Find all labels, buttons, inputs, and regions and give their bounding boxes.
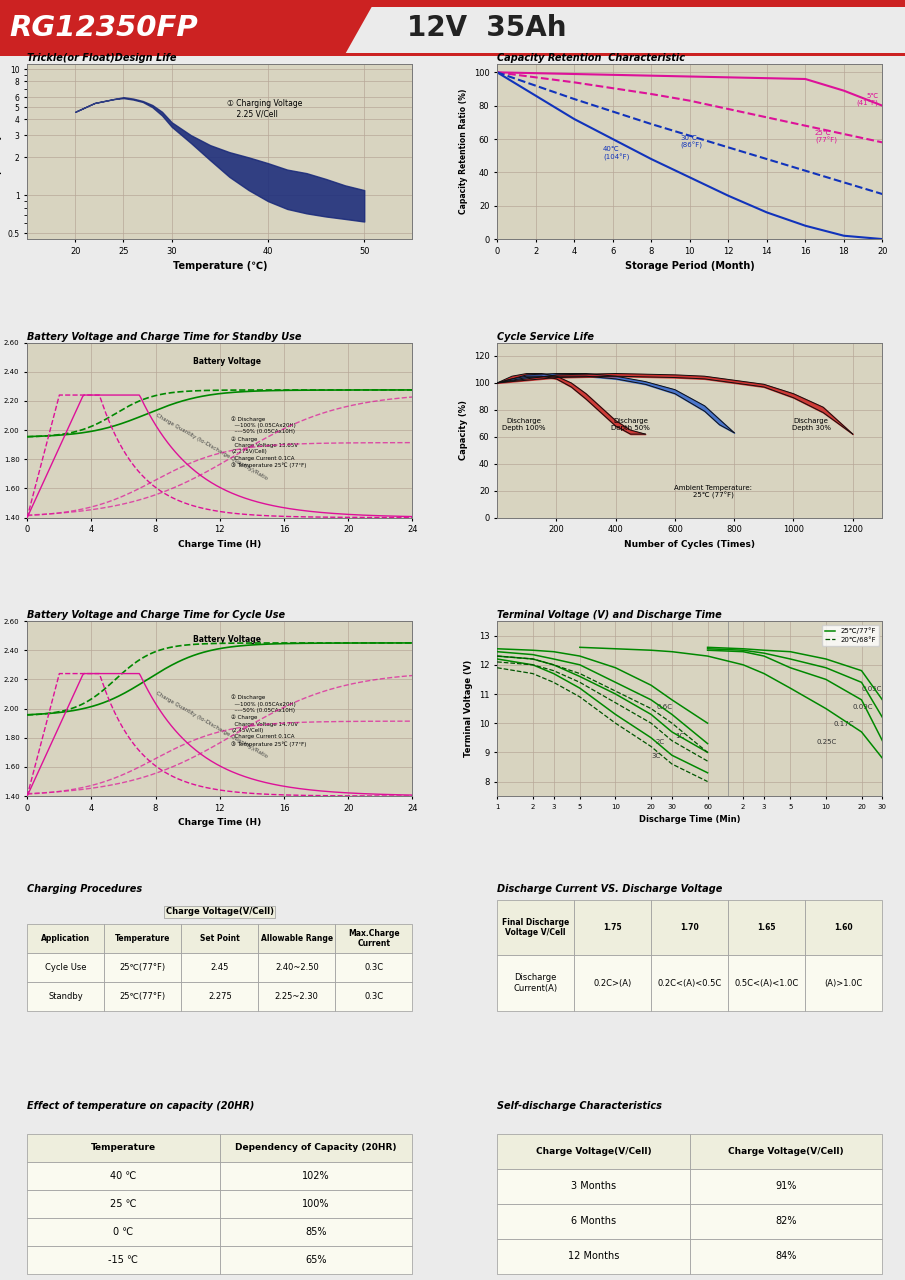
Text: 12V  35Ah: 12V 35Ah	[407, 14, 567, 42]
Text: 2C: 2C	[656, 739, 665, 745]
Text: 1C: 1C	[675, 732, 684, 739]
X-axis label: Charge Time (H): Charge Time (H)	[178, 540, 262, 549]
Text: RG12350FP: RG12350FP	[9, 14, 198, 42]
Text: 5℃
(41°F): 5℃ (41°F)	[857, 93, 879, 108]
Text: Discharge Current VS. Discharge Voltage: Discharge Current VS. Discharge Voltage	[497, 884, 722, 893]
Text: Capacity Retention  Characteristic: Capacity Retention Characteristic	[497, 54, 685, 63]
Text: Battery Voltage and Charge Time for Standby Use: Battery Voltage and Charge Time for Stan…	[27, 332, 301, 342]
Text: Battery Voltage and Charge Time for Cycle Use: Battery Voltage and Charge Time for Cycl…	[27, 611, 285, 621]
Y-axis label: Capacity (%): Capacity (%)	[459, 401, 468, 460]
Bar	[0, 52, 905, 56]
Text: Discharge
Depth 100%: Discharge Depth 100%	[502, 419, 546, 431]
Legend: 25℃/77°F, 20℃/68°F: 25℃/77°F, 20℃/68°F	[822, 625, 879, 645]
Text: Trickle(or Float)Design Life: Trickle(or Float)Design Life	[27, 54, 176, 63]
Text: Discharge
Depth 30%: Discharge Depth 30%	[792, 419, 831, 431]
Text: Battery Voltage: Battery Voltage	[194, 635, 262, 644]
X-axis label: Charge Time (H): Charge Time (H)	[178, 818, 262, 827]
Polygon shape	[0, 0, 376, 56]
X-axis label: Temperature (℃): Temperature (℃)	[173, 261, 267, 271]
Y-axis label: Lift Expectancy (Years): Lift Expectancy (Years)	[0, 101, 2, 201]
Text: 0.17C: 0.17C	[834, 721, 854, 727]
Text: Effect of temperature on capacity (20HR): Effect of temperature on capacity (20HR)	[27, 1101, 254, 1111]
Text: ① Discharge
  —100% (0.05CAx20H)
  –––50% (0.05CAx10H)
② Charge
  Charge Voltage: ① Discharge —100% (0.05CAx20H) –––50% (0…	[232, 416, 307, 468]
X-axis label: Discharge Time (Min): Discharge Time (Min)	[639, 815, 740, 824]
Text: 3C: 3C	[651, 753, 661, 759]
X-axis label: Number of Cycles (Times): Number of Cycles (Times)	[624, 540, 756, 549]
Text: Charge Voltage(V/Cell): Charge Voltage(V/Cell)	[166, 908, 274, 916]
Text: 25℃
(77°F): 25℃ (77°F)	[815, 129, 837, 143]
Text: 0.09C: 0.09C	[853, 704, 872, 709]
Text: Battery Voltage: Battery Voltage	[194, 357, 262, 366]
Y-axis label: Capacity Retention Ratio (%): Capacity Retention Ratio (%)	[459, 88, 468, 214]
Bar	[0, 0, 905, 6]
Text: Charge Quantity (to-Discharge Quantity)/Ratio: Charge Quantity (to-Discharge Quantity)/…	[156, 412, 269, 481]
Text: 0.25C: 0.25C	[816, 739, 837, 745]
Text: 40℃
(104°F): 40℃ (104°F)	[603, 146, 630, 160]
Text: Terminal Voltage (V) and Discharge Time: Terminal Voltage (V) and Discharge Time	[497, 611, 722, 621]
Text: 30℃
(86°F): 30℃ (86°F)	[681, 134, 702, 148]
Text: ① Charging Voltage
    2.25 V/Cell: ① Charging Voltage 2.25 V/Cell	[227, 99, 303, 119]
Text: Self-discharge Characteristics: Self-discharge Characteristics	[497, 1101, 662, 1111]
Text: Cycle Service Life: Cycle Service Life	[497, 332, 595, 342]
Text: Charge Quantity (to-Discharge Quantity)/Ratio: Charge Quantity (to-Discharge Quantity)/…	[156, 691, 269, 759]
Y-axis label: Terminal Voltage (V): Terminal Voltage (V)	[464, 660, 473, 758]
Y-axis label: Battery Voltage (V)/Per Cell: Battery Voltage (V)/Per Cell	[0, 375, 1, 485]
X-axis label: Storage Period (Month): Storage Period (Month)	[624, 261, 755, 271]
Y-axis label: Battery Voltage (V)/Per Cell: Battery Voltage (V)/Per Cell	[0, 654, 1, 764]
Text: ① Discharge
  —100% (0.05CAx20H)
  –––50% (0.05CAx10H)
② Charge
  Charge Voltage: ① Discharge —100% (0.05CAx20H) –––50% (0…	[232, 695, 307, 746]
Text: 0.6C: 0.6C	[656, 704, 672, 709]
Text: Charging Procedures: Charging Procedures	[27, 884, 142, 893]
Text: Discharge
Depth 50%: Discharge Depth 50%	[611, 419, 650, 431]
Text: 0.05C: 0.05C	[862, 686, 881, 692]
Text: Ambient Temperature:
25℃ (77°F): Ambient Temperature: 25℃ (77°F)	[674, 485, 752, 499]
